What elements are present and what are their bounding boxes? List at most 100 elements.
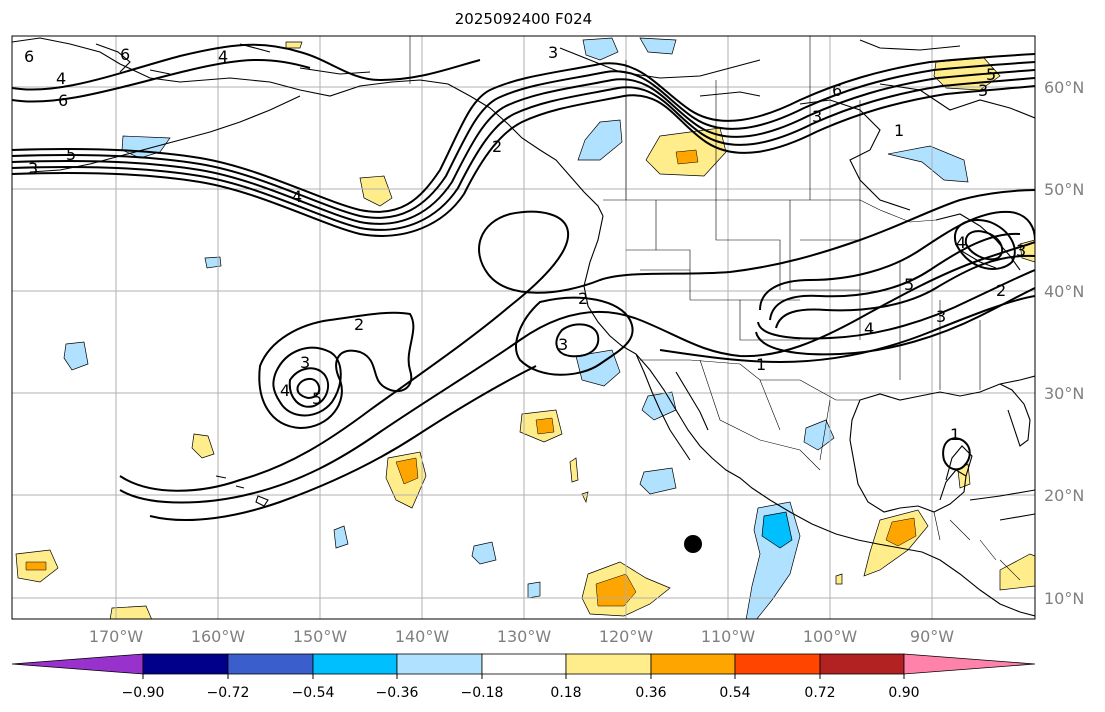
colorbar-segment: [227, 653, 314, 675]
contour-label: 3: [978, 81, 988, 100]
contour-a1: [12, 53, 1035, 213]
contour-gulf: [942, 437, 971, 471]
contour-label: 5: [312, 389, 322, 408]
longitude-labels: 170°W 160°W 150°W 140°W 130°W 120°W 110°…: [89, 627, 954, 646]
lon-label: 120°W: [599, 627, 654, 646]
contour-east-6: [659, 295, 1035, 364]
colorbar-tick-label: −0.54: [292, 685, 335, 701]
us-west-coast: [583, 215, 1035, 617]
colorbar-segment: [312, 653, 398, 675]
contour-label: 6: [58, 91, 68, 110]
colorbar-tick-label: 0.72: [804, 685, 835, 701]
shade-neg-4: [577, 119, 623, 161]
contour-label: 3: [936, 307, 946, 326]
contour-label: 3: [28, 159, 38, 178]
contour-swirl-2: [272, 346, 342, 417]
shade-neg-14: [527, 581, 541, 599]
contour-label: 3: [300, 353, 310, 372]
lat-label: 10°N: [1044, 589, 1084, 608]
contour-ring-b: [119, 189, 1035, 492]
shade-pos-19: [885, 517, 917, 547]
contour-label: 4: [56, 69, 66, 88]
contour-swirl-4: [296, 378, 321, 400]
shade-pos-14: [25, 561, 47, 571]
colorbar-segment: [396, 653, 483, 675]
shade-pos-6: [191, 433, 215, 459]
contour-label: 5: [904, 275, 914, 294]
contours: [12, 43, 1035, 521]
contour-label: 1: [756, 355, 766, 374]
contour-swirl-3: [288, 367, 330, 408]
alaska-coast: [12, 37, 604, 217]
shade-pos-10: [395, 457, 419, 485]
mexico-states: [699, 359, 831, 471]
lon-label: 130°W: [497, 627, 552, 646]
lat-label: 40°N: [1044, 282, 1084, 301]
colorbar-tick-label: 0.90: [888, 685, 919, 701]
baja-peninsula: [635, 353, 709, 461]
shade-pos-4: [675, 149, 699, 165]
lon-label: 170°W: [89, 627, 144, 646]
contour-label: 4: [864, 319, 874, 338]
central-america-borders: [933, 511, 1021, 581]
us-states: [626, 200, 981, 390]
shade-pos-5: [359, 175, 393, 207]
contour-label: 4: [956, 233, 966, 252]
contour-label: 4: [218, 47, 228, 66]
contour-b3: [149, 365, 537, 521]
colorbar-segment: [481, 653, 567, 675]
shade-neg-mid-1: [761, 511, 793, 549]
shade-pos-1: [285, 41, 303, 49]
contour-labels: 6 4 6 4 5 4 3 6 3 6 5 3 2 1 2 3 4 5 4 3 …: [24, 43, 1026, 444]
colorbar-segment: [819, 653, 905, 675]
shade-neg-7: [63, 341, 89, 371]
shade-pos-20: [999, 553, 1035, 591]
contour-label: 2: [354, 315, 364, 334]
contour-label: 5: [66, 145, 76, 164]
contour-east-4: [757, 269, 1035, 340]
colorbar-tick-label: 0.36: [635, 685, 666, 701]
contour-label: 6: [24, 47, 34, 66]
lat-label: 20°N: [1044, 486, 1084, 505]
colorbar-extend-high: [903, 653, 1036, 675]
colorbar-tick-label: −0.90: [122, 685, 165, 701]
shade-neg-12: [333, 525, 349, 549]
location-marker: [684, 535, 702, 553]
latitude-labels: 60°N 50°N 40°N 30°N 20°N 10°N: [1044, 78, 1084, 608]
contour-a4: [12, 77, 1035, 231]
north-coast: [95, 43, 371, 75]
colorbar-tick-labels: −0.90 −0.72 −0.54 −0.36 −0.18 0.18 0.36 …: [122, 685, 920, 701]
contour-label: 6: [832, 81, 842, 100]
lon-label: 90°W: [910, 627, 954, 646]
florida: [999, 383, 1031, 447]
colorbar-segment: [142, 653, 229, 675]
contour-label: 2: [492, 137, 502, 156]
contour-a5: [12, 85, 1035, 237]
canada-north: [559, 39, 1035, 119]
lat-label: 60°N: [1044, 78, 1084, 97]
lon-label: 160°W: [191, 627, 246, 646]
colorbar-tick-label: −0.72: [207, 685, 250, 701]
contour-label: 4: [292, 187, 302, 206]
shade-neg-1: [582, 37, 619, 61]
colorbar-ticks: [142, 674, 905, 679]
caribbean: [969, 489, 1035, 521]
contour-label: 3: [1016, 241, 1026, 260]
contour-swirl-1: [258, 311, 415, 430]
shade-neg-11: [639, 467, 677, 495]
contour-a2: [12, 61, 1035, 219]
lon-label: 150°W: [293, 627, 348, 646]
contour-low-1: [515, 296, 634, 376]
contour-north2: [12, 59, 311, 103]
shade-neg-10: [803, 419, 835, 451]
lon-label: 110°W: [701, 627, 756, 646]
contour-east-1: [759, 210, 1035, 311]
map-title: 2025092400 F024: [454, 10, 593, 28]
colorbar-segment: [565, 653, 652, 675]
colorbar-extend-low: [11, 653, 144, 675]
shade-pos-8: [535, 417, 555, 435]
shade-neg-2: [639, 37, 677, 55]
colorbar-tick-label: −0.18: [461, 685, 504, 701]
shade-neg-6: [204, 256, 222, 269]
